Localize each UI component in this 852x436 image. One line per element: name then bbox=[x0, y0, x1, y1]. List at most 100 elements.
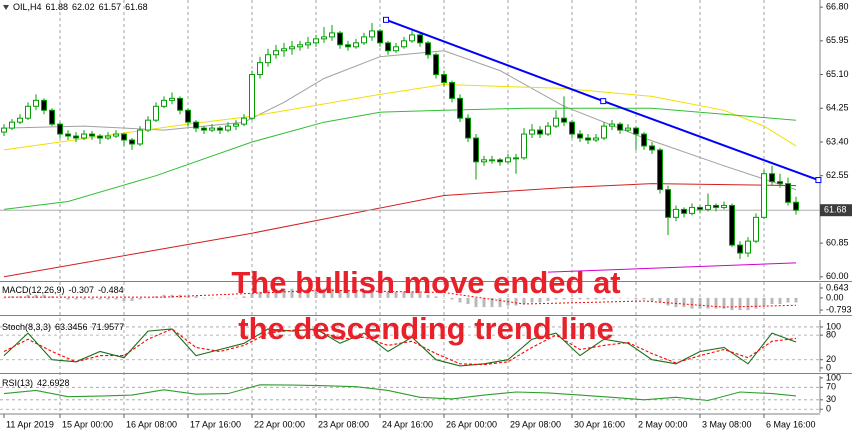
candle-body bbox=[105, 135, 111, 139]
candle-body bbox=[201, 127, 207, 131]
candle-body bbox=[761, 173, 767, 218]
histogram-bar bbox=[522, 297, 526, 305]
panel-title-value: 61.68 bbox=[125, 2, 148, 12]
candle-body bbox=[569, 121, 575, 135]
candle-body bbox=[377, 30, 383, 44]
x-tick-label: 2 May 00:00 bbox=[638, 419, 688, 429]
histogram-bar bbox=[570, 297, 574, 300]
candle-body bbox=[649, 145, 655, 151]
candle-body bbox=[337, 32, 343, 46]
x-tick-label: 16 Apr 08:00 bbox=[126, 419, 177, 429]
panel-title-value: -0.484 bbox=[98, 285, 124, 295]
candle-body bbox=[697, 206, 703, 210]
histogram-bar bbox=[690, 297, 694, 309]
candle-body bbox=[313, 38, 319, 44]
candle-body bbox=[529, 129, 535, 135]
histogram-bar bbox=[346, 290, 350, 298]
histogram-bar bbox=[618, 297, 622, 299]
panel-title-value: 61.57 bbox=[99, 2, 122, 12]
histogram-bar bbox=[66, 297, 70, 300]
histogram-bar bbox=[362, 290, 366, 298]
histogram-bar bbox=[202, 297, 206, 299]
histogram-bar bbox=[634, 297, 638, 300]
candle-body bbox=[345, 44, 351, 48]
histogram-bar bbox=[370, 290, 374, 298]
histogram-bar bbox=[162, 294, 166, 298]
y-tick-label: 62.55 bbox=[826, 170, 849, 180]
y-tick-label: 60.85 bbox=[826, 237, 849, 247]
candle-body bbox=[273, 50, 279, 56]
histogram-bar bbox=[746, 297, 750, 311]
candle-body bbox=[289, 46, 295, 50]
histogram-bar bbox=[482, 297, 486, 308]
candle-body bbox=[609, 123, 615, 127]
histogram-bar bbox=[418, 293, 422, 298]
histogram-bar bbox=[242, 296, 246, 298]
candle-body bbox=[369, 30, 375, 38]
y-tick-label: 65.10 bbox=[826, 69, 849, 79]
candle-body bbox=[553, 117, 559, 127]
candle-body bbox=[705, 204, 711, 210]
histogram-bar bbox=[538, 297, 542, 303]
y-tick-label: -0.793 bbox=[826, 304, 852, 314]
candle-body bbox=[1, 127, 7, 133]
histogram-bar bbox=[290, 288, 294, 298]
panel-title-value: -0.307 bbox=[69, 285, 95, 295]
candle-body bbox=[721, 204, 727, 208]
histogram-bar bbox=[666, 297, 670, 306]
annotation: The bullish move ended at bbox=[231, 265, 620, 300]
histogram-bar bbox=[626, 297, 630, 299]
y-tick-label: 0.643 bbox=[826, 282, 849, 292]
candle-body bbox=[441, 74, 447, 83]
candle-body bbox=[361, 36, 367, 44]
panel-title-name: RSI(13) bbox=[2, 378, 33, 388]
y-tick-label: 66.80 bbox=[826, 2, 849, 12]
candle-body bbox=[193, 121, 199, 129]
candle-body bbox=[425, 42, 431, 56]
histogram-bar bbox=[730, 297, 734, 311]
candle-body bbox=[81, 133, 87, 139]
candle-body bbox=[601, 125, 607, 139]
histogram-bar bbox=[274, 288, 278, 298]
y-tick-label: 60.00 bbox=[826, 271, 849, 281]
candle-body bbox=[401, 40, 407, 48]
candle-body bbox=[129, 139, 135, 145]
candle-body bbox=[681, 208, 687, 214]
histogram-bar bbox=[602, 297, 606, 300]
candle-body bbox=[57, 123, 63, 135]
x-tick-label: 3 May 08:00 bbox=[702, 419, 752, 429]
histogram-bar bbox=[266, 290, 270, 298]
histogram-bar bbox=[714, 297, 718, 309]
candle-body bbox=[225, 125, 231, 131]
candle-body bbox=[17, 117, 23, 123]
price-box bbox=[820, 204, 852, 217]
histogram-bar bbox=[682, 297, 686, 308]
candle-body bbox=[433, 54, 439, 76]
candle-body bbox=[465, 117, 471, 139]
candle-body bbox=[737, 244, 743, 254]
candle-body bbox=[169, 97, 175, 101]
trend-handle bbox=[600, 98, 607, 105]
candle-body bbox=[177, 97, 183, 111]
histogram-bar bbox=[210, 297, 214, 299]
candle-body bbox=[353, 42, 359, 48]
candle-body bbox=[265, 54, 271, 64]
candle-body bbox=[545, 125, 551, 135]
candle-body bbox=[257, 62, 263, 76]
histogram-bar bbox=[466, 297, 470, 305]
histogram-bar bbox=[58, 297, 62, 299]
histogram-bar bbox=[218, 297, 222, 299]
histogram-bar bbox=[410, 291, 414, 298]
x-tick-label: 24 Apr 16:00 bbox=[382, 419, 433, 429]
y-tick-label: 0 bbox=[826, 362, 831, 372]
histogram-bar bbox=[442, 297, 446, 299]
candle-body bbox=[577, 133, 583, 139]
histogram-bar bbox=[594, 297, 598, 300]
candle-body bbox=[121, 133, 127, 141]
histogram-bar bbox=[194, 296, 198, 298]
candle-body bbox=[89, 133, 95, 137]
candle-body bbox=[625, 127, 631, 131]
histogram-bar bbox=[2, 297, 6, 299]
candle-body bbox=[217, 127, 223, 131]
